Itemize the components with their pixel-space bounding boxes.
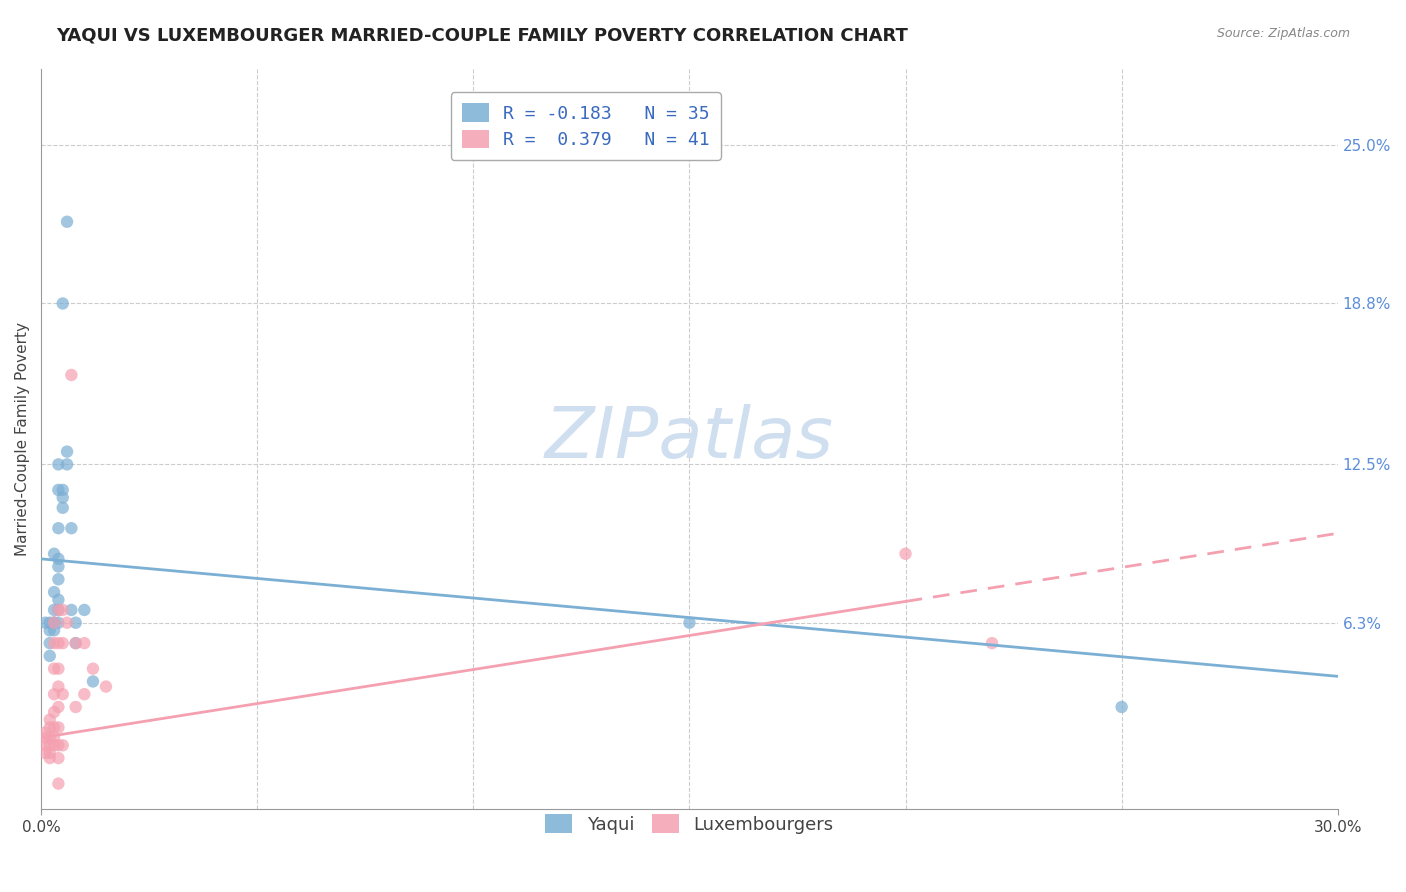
Point (42, 547, 65, 561)
Point (52, 636, 75, 650)
Point (34, 725, 56, 739)
Point (52, 687, 75, 701)
Point (38, 720, 60, 734)
Point (42, 662, 65, 676)
Point (48, 552, 70, 566)
Point (48, 680, 70, 694)
Point (52, 491, 75, 505)
Point (48, 636, 70, 650)
Point (52, 603, 75, 617)
Point (73, 603, 96, 617)
Y-axis label: Married-Couple Family Poverty: Married-Couple Family Poverty (15, 322, 30, 556)
Point (82, 662, 104, 676)
Point (52, 500, 75, 515)
Point (48, 521, 70, 535)
Point (48, 483, 70, 497)
Point (1111, 700, 1133, 714)
Point (56, 444, 79, 458)
Point (42, 615, 65, 630)
Point (48, 572, 70, 586)
Point (42, 615, 65, 630)
Point (48, 603, 70, 617)
Point (42, 624, 65, 638)
Point (56, 215, 79, 229)
Point (60, 368, 83, 382)
Point (34, 615, 56, 630)
Point (42, 731, 65, 745)
Point (48, 776, 70, 790)
Text: YAQUI VS LUXEMBOURGER MARRIED-COUPLE FAMILY POVERTY CORRELATION CHART: YAQUI VS LUXEMBOURGER MARRIED-COUPLE FAM… (56, 27, 908, 45)
Point (60, 521, 83, 535)
Point (38, 713, 60, 727)
Point (73, 636, 96, 650)
Point (38, 739, 60, 753)
Point (56, 615, 79, 630)
Point (48, 700, 70, 714)
Legend: Yaqui, Luxembourgers: Yaqui, Luxembourgers (534, 804, 845, 845)
Point (48, 720, 70, 734)
Point (678, 615, 700, 630)
Point (48, 662, 70, 676)
Point (65, 615, 87, 630)
Point (48, 751, 70, 765)
Point (38, 731, 60, 745)
Point (48, 592, 70, 607)
Point (38, 636, 60, 650)
Point (38, 751, 60, 765)
Point (94, 680, 117, 694)
Point (65, 700, 87, 714)
Point (42, 687, 65, 701)
Point (60, 603, 83, 617)
Point (38, 746, 60, 760)
Point (42, 739, 65, 753)
Point (42, 705, 65, 719)
Point (42, 585, 65, 599)
Point (42, 636, 65, 650)
Text: Source: ZipAtlas.com: Source: ZipAtlas.com (1216, 27, 1350, 40)
Point (48, 739, 70, 753)
Point (82, 674, 104, 689)
Point (52, 739, 75, 753)
Text: ZIPatlas: ZIPatlas (546, 404, 834, 474)
Point (34, 746, 56, 760)
Point (73, 687, 96, 701)
Point (38, 648, 60, 663)
Point (894, 547, 917, 561)
Point (42, 615, 65, 630)
Point (981, 636, 1004, 650)
Point (42, 603, 65, 617)
Point (52, 296, 75, 310)
Point (56, 458, 79, 472)
Point (42, 720, 65, 734)
Point (38, 624, 60, 638)
Point (48, 458, 70, 472)
Point (65, 636, 87, 650)
Point (48, 603, 70, 617)
Point (48, 615, 70, 630)
Point (48, 559, 70, 574)
Point (52, 483, 75, 497)
Point (65, 636, 87, 650)
Point (34, 731, 56, 745)
Point (34, 739, 56, 753)
Point (38, 615, 60, 630)
